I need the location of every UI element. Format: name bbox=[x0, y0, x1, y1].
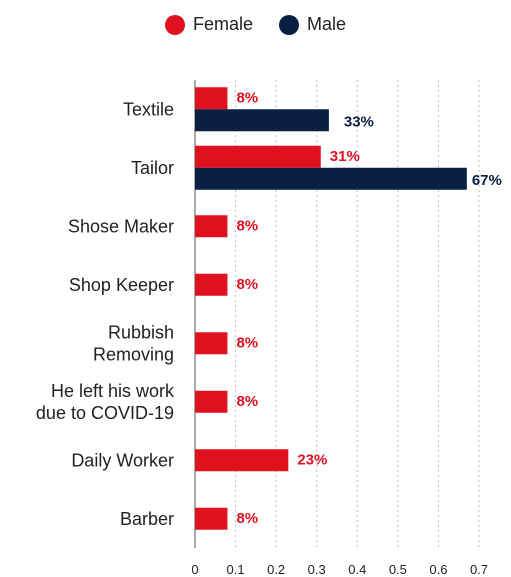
x-tick-label: 0.3 bbox=[308, 562, 326, 577]
category-label: Tailor bbox=[131, 158, 174, 178]
data-label-male: 67% bbox=[472, 172, 502, 189]
data-label-male: 33% bbox=[344, 113, 374, 130]
category-label: Daily Worker bbox=[71, 450, 174, 470]
x-tick-label: 0.5 bbox=[389, 562, 407, 577]
bar-female bbox=[195, 332, 228, 355]
data-label-female: 8% bbox=[236, 276, 258, 293]
category-label: Shose Maker bbox=[68, 216, 174, 236]
category-label: due to COVID-19 bbox=[36, 403, 174, 423]
x-tick-label: 0 bbox=[191, 562, 198, 577]
legend-label-male: Male bbox=[307, 14, 347, 34]
bar-female bbox=[195, 87, 228, 110]
x-tick-label: 0.1 bbox=[227, 562, 245, 577]
legend-label-female: Female bbox=[192, 14, 253, 34]
data-label-female: 23% bbox=[297, 451, 327, 468]
legend-item-female: Female bbox=[164, 14, 253, 35]
bar-female bbox=[195, 449, 289, 472]
bar-male bbox=[195, 167, 467, 190]
data-label-female: 31% bbox=[330, 148, 360, 165]
legend-item-male: Male bbox=[279, 14, 346, 35]
legend: Female Male bbox=[0, 14, 511, 35]
bar-female bbox=[195, 390, 228, 413]
bar-female bbox=[195, 215, 228, 238]
data-label-female: 8% bbox=[236, 334, 258, 351]
category-label: Textile bbox=[123, 99, 174, 119]
legend-swatch-female bbox=[164, 14, 185, 35]
legend-swatch-male bbox=[279, 14, 299, 35]
category-label: Barber bbox=[120, 509, 174, 529]
bar-female bbox=[195, 507, 228, 530]
data-label-female: 8% bbox=[236, 217, 258, 234]
x-tick-label: 0.6 bbox=[429, 562, 447, 577]
x-tick-label: 0.7 bbox=[470, 562, 488, 577]
data-label-female: 8% bbox=[236, 89, 258, 106]
data-label-female: 8% bbox=[236, 510, 258, 527]
bar-female bbox=[195, 273, 228, 296]
category-label: Removing bbox=[93, 344, 174, 364]
x-tick-label: 0.2 bbox=[267, 562, 285, 577]
data-label-female: 8% bbox=[236, 393, 258, 410]
x-tick-label: 0.4 bbox=[348, 562, 366, 577]
bar-male bbox=[195, 109, 329, 132]
category-label: Rubbish bbox=[108, 322, 174, 342]
category-label: Shop Keeper bbox=[69, 275, 174, 295]
category-label: He left his work bbox=[51, 381, 175, 401]
bar-female bbox=[195, 145, 321, 168]
